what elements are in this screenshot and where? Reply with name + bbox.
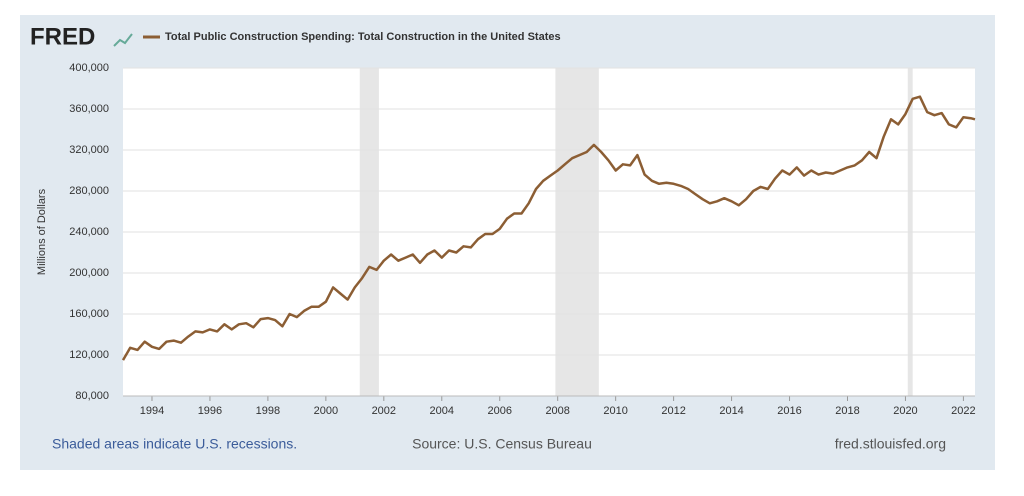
y-tick-label: 320,000 <box>69 144 109 156</box>
x-tick-label: 2014 <box>719 405 743 417</box>
y-tick-label: 240,000 <box>69 226 109 238</box>
plot: 80,000 120,000 160,000 200,000 240,000 280,00… <box>69 62 975 417</box>
y-tick-label: 360,000 <box>69 103 109 115</box>
x-tick-label: 2000 <box>314 405 338 417</box>
x-tick-label: 1998 <box>256 405 280 417</box>
y-axis-label: Millions of Dollars <box>36 188 48 275</box>
x-tick-label: 2012 <box>661 405 685 417</box>
x-tick-label: 1994 <box>140 405 164 417</box>
y-tick-label: 200,000 <box>69 267 109 279</box>
y-tick-label: 400,000 <box>69 62 109 74</box>
y-tick-label: 280,000 <box>69 185 109 197</box>
legend-label: Total Public Construction Spending: Tota… <box>165 31 561 43</box>
data-line <box>121 95 976 361</box>
footer-source: Source: U.S. Census Bureau <box>412 436 592 452</box>
x-tick-label: 2008 <box>545 405 569 417</box>
x-tick-label: 2022 <box>951 405 975 417</box>
footer-note: Shaded areas indicate U.S. recessions. <box>52 436 297 452</box>
x-tick-label: 2006 <box>487 405 511 417</box>
x-tick-label: 2010 <box>603 405 627 417</box>
logo-icon <box>113 33 133 47</box>
y-tick-label: 80,000 <box>75 390 109 402</box>
x-tick-label: 2002 <box>372 405 396 417</box>
x-tick-label: 2004 <box>430 405 454 417</box>
footer-url: fred.stlouisfed.org <box>835 436 946 452</box>
x-tick-label: 2018 <box>835 405 859 417</box>
logo: FRED <box>30 23 95 50</box>
y-tick-label: 120,000 <box>69 349 109 361</box>
x-tick-label: 1996 <box>198 405 222 417</box>
x-tick-label: 2016 <box>777 405 801 417</box>
y-tick-label: 160,000 <box>69 308 109 320</box>
x-tick-label: 2020 <box>893 405 917 417</box>
